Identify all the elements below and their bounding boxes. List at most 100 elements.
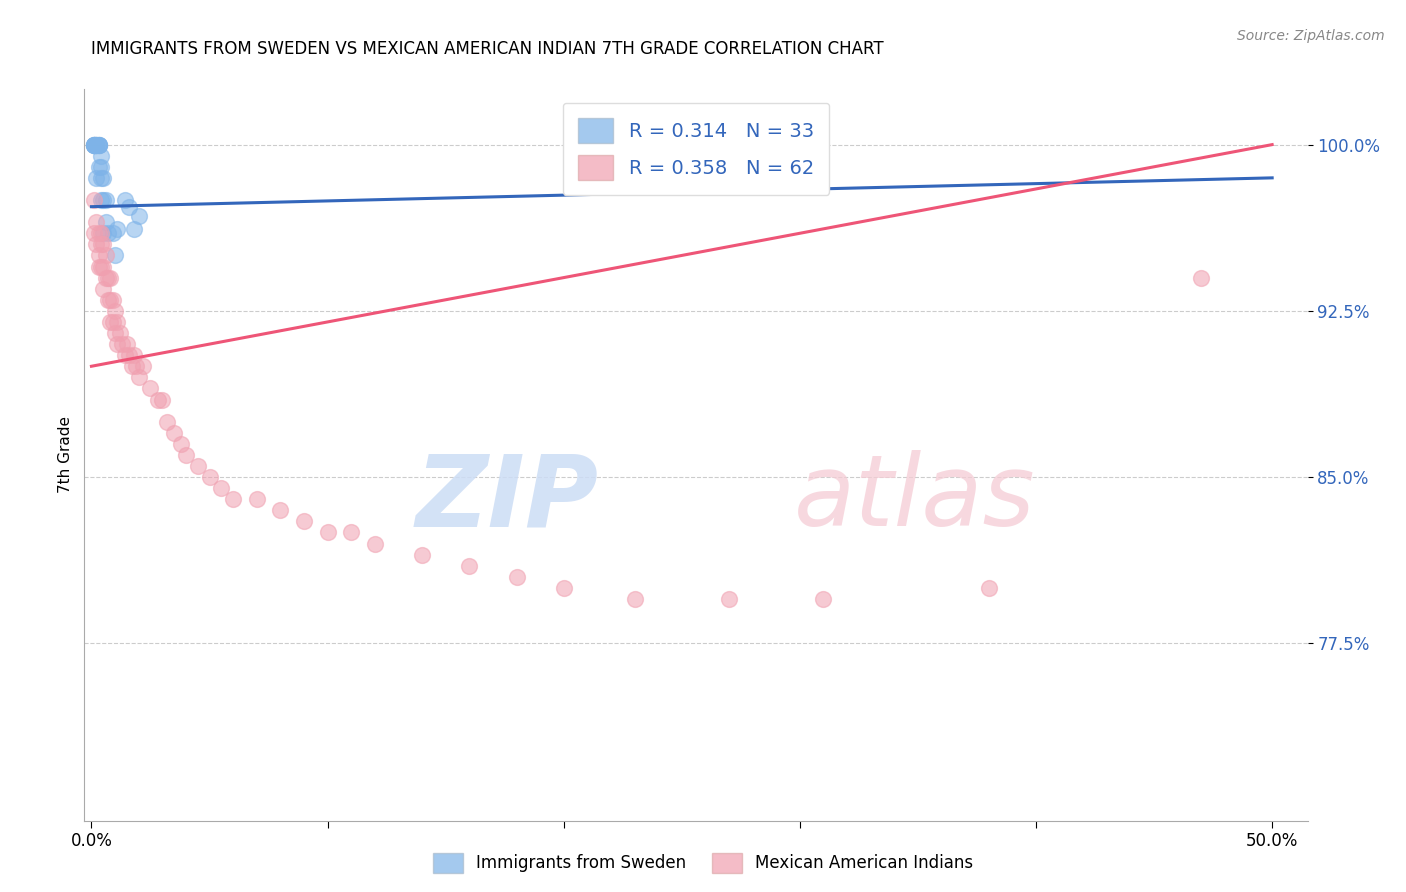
Point [97, 270, 120, 285]
Point [87, 137, 110, 152]
Point [718, 592, 741, 607]
Point [91, 282, 114, 296]
Point [94, 215, 117, 229]
Point [101, 227, 124, 241]
Point [84, 137, 107, 152]
Point [83, 137, 105, 152]
Point [128, 209, 150, 223]
Point [83, 227, 105, 241]
Point [101, 315, 124, 329]
Point [98, 315, 121, 329]
Point [107, 222, 129, 236]
Point [163, 425, 186, 440]
Y-axis label: 7th Grade: 7th Grade [58, 417, 73, 493]
Point [90, 237, 112, 252]
Point [87, 248, 110, 262]
Point [209, 481, 232, 495]
Point [91, 237, 114, 252]
Point [83, 137, 105, 152]
Point [94, 248, 117, 262]
Point [553, 581, 575, 595]
Point [111, 337, 134, 351]
Point [104, 248, 127, 262]
Point [122, 222, 145, 236]
Point [104, 326, 127, 340]
Point [90, 170, 112, 185]
Point [269, 503, 291, 517]
Point [411, 548, 433, 562]
Text: Source: ZipAtlas.com: Source: ZipAtlas.com [1237, 29, 1385, 43]
Point [316, 525, 339, 540]
Point [292, 515, 315, 529]
Point [84, 237, 107, 252]
Point [364, 536, 387, 550]
Point [114, 348, 136, 362]
Point [150, 392, 173, 407]
Point [118, 200, 141, 214]
Point [458, 558, 481, 573]
Point [118, 348, 141, 362]
Point [222, 492, 245, 507]
Point [87, 160, 110, 174]
Point [83, 137, 105, 152]
Point [94, 270, 117, 285]
Point [83, 137, 105, 152]
Point [1189, 270, 1212, 285]
Point [174, 448, 197, 462]
Point [139, 381, 162, 395]
Point [125, 359, 148, 374]
Point [115, 337, 138, 351]
Legend: R = 0.314   N = 33, R = 0.358   N = 62: R = 0.314 N = 33, R = 0.358 N = 62 [562, 103, 830, 195]
Point [84, 215, 107, 229]
Legend: Immigrants from Sweden, Mexican American Indians: Immigrants from Sweden, Mexican American… [426, 847, 980, 880]
Point [977, 581, 1000, 595]
Point [813, 592, 835, 607]
Point [84, 137, 107, 152]
Point [97, 227, 120, 241]
Point [94, 193, 117, 207]
Point [83, 137, 105, 152]
Point [84, 137, 107, 152]
Point [246, 492, 269, 507]
Point [122, 348, 145, 362]
Point [91, 170, 114, 185]
Point [128, 370, 150, 384]
Point [87, 137, 110, 152]
Point [87, 137, 110, 152]
Point [83, 137, 105, 152]
Point [121, 359, 143, 374]
Point [107, 337, 129, 351]
Point [98, 270, 121, 285]
Point [87, 137, 110, 152]
Point [156, 415, 179, 429]
Point [91, 227, 114, 241]
Point [90, 160, 112, 174]
Point [97, 293, 120, 307]
Text: ZIP: ZIP [415, 450, 598, 548]
Point [170, 437, 193, 451]
Point [101, 293, 124, 307]
Point [146, 392, 169, 407]
Point [91, 260, 114, 274]
Point [87, 260, 110, 274]
Point [340, 525, 363, 540]
Point [107, 315, 129, 329]
Point [87, 227, 110, 241]
Point [187, 458, 209, 473]
Text: IMMIGRANTS FROM SWEDEN VS MEXICAN AMERICAN INDIAN 7TH GRADE CORRELATION CHART: IMMIGRANTS FROM SWEDEN VS MEXICAN AMERIC… [91, 40, 884, 58]
Point [98, 293, 121, 307]
Point [90, 193, 112, 207]
Point [505, 570, 527, 584]
Point [198, 470, 221, 484]
Point [91, 193, 114, 207]
Point [90, 227, 112, 241]
Point [90, 149, 112, 163]
Point [84, 137, 107, 152]
Point [114, 193, 136, 207]
Text: atlas: atlas [794, 450, 1035, 548]
Point [104, 303, 127, 318]
Point [108, 326, 131, 340]
Point [83, 193, 105, 207]
Point [623, 592, 645, 607]
Point [84, 170, 107, 185]
